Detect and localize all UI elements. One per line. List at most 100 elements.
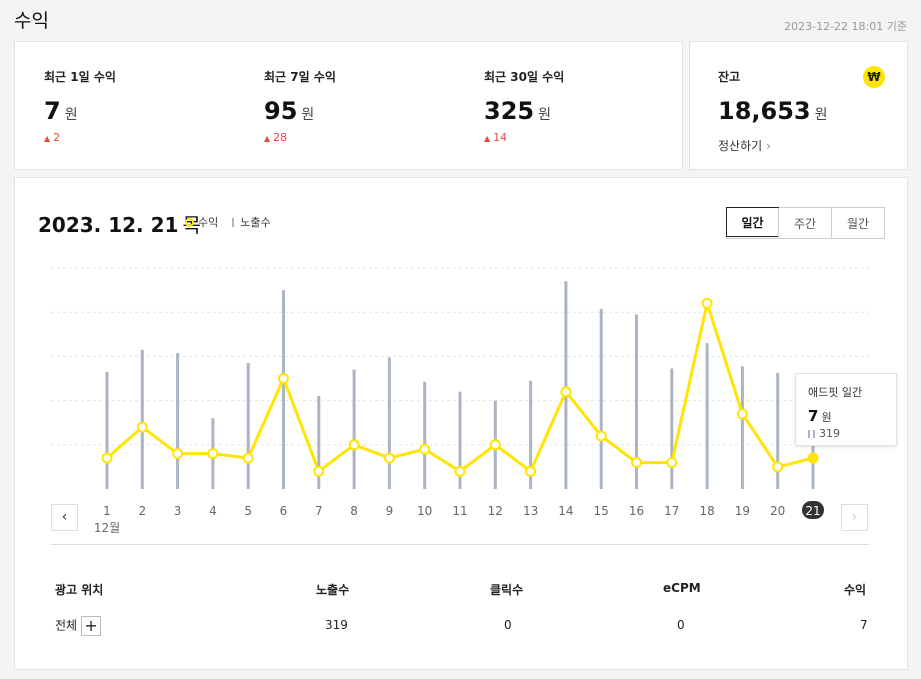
bar-chart-icon [808,430,815,438]
balance-value: 18,653 원 [718,97,828,125]
legend-circle-icon [185,217,194,227]
x-tick-label: 1 [103,504,111,518]
x-tick-label: 17 [664,504,679,518]
chevron-right-icon: › [766,139,771,153]
next-period-button[interactable]: › [841,504,868,531]
x-tick-label: 16 [629,504,644,518]
stat-7day: 최근 7일 수익 95 원 ▲ 28 [264,68,336,144]
stat-number: 95 [264,97,298,125]
stat-unit: 원 [538,107,551,123]
stat-delta: ▲ 14 [484,131,564,144]
stat-label: 최근 7일 수익 [264,70,336,84]
revenue-point [207,448,219,460]
period-tabs: 일간 주간 월간 [726,207,885,239]
revenue-point [631,456,642,468]
table-header-impressions: 노출수 [316,583,350,597]
x-tick-label: 3 [174,504,182,518]
revenue-point [807,452,819,464]
revenue-point [101,452,113,464]
revenue-point [454,465,466,477]
x-tick-label: 21 [805,504,820,518]
stat-unit: 원 [64,107,78,123]
revenue-point [348,439,360,451]
x-tick-label: 11 [452,504,467,518]
updated-timestamp: 2023-12-22 18:01 기준 [784,20,907,33]
settle-label: 정산하기 [718,139,763,153]
selected-day-pill [802,501,824,519]
stat-label: 최근 1일 수익 [44,70,116,84]
x-tick-label: 19 [735,504,750,518]
x-tick-label: 12 [488,504,503,518]
stat-value: 95 원 [264,97,336,125]
tab-weekly[interactable]: 주간 [778,208,831,238]
x-month-label: 12월 [94,521,120,535]
balance-label: 잔고 [718,70,741,84]
chart-date: 2023. 12. 21 [38,213,179,237]
balance-number: 18,653 [718,97,811,125]
triangle-up-icon: ▲ [44,134,51,143]
tooltip-unit: 원 [821,411,832,424]
triangle-up-icon: ▲ [264,134,271,143]
row-revenue: 7 [860,618,868,632]
revenue-point [313,465,325,477]
revenue-point [242,452,254,464]
settle-link[interactable]: 정산하기 › [718,137,828,154]
divider [51,544,869,545]
revenue-point [560,386,572,398]
balance-unit: 원 [814,107,828,123]
revenue-point [172,448,184,460]
stat-delta: ▲ 28 [264,131,336,144]
tooltip-impressions: 319 [808,427,884,440]
stat-value: 325 원 [484,97,564,125]
x-tick-label: 8 [350,504,358,518]
x-tick-label: 15 [594,504,609,518]
x-tick-label: 9 [386,504,394,518]
legend-bar-icon [232,217,235,227]
tab-monthly[interactable]: 월간 [831,208,884,238]
row-clicks: 0 [504,618,512,632]
stat-delta-value: 28 [273,131,288,144]
stat-30day: 최근 30일 수익 325 원 ▲ 14 [484,68,564,144]
revenue-point [136,421,148,433]
x-tick-label: 7 [315,504,323,518]
x-tick-label: 20 [770,504,785,518]
revenue-point [525,465,537,477]
stat-label: 최근 30일 수익 [484,70,565,84]
revenue-point [595,430,607,442]
tab-daily[interactable]: 일간 [726,207,779,237]
stat-unit: 원 [301,107,315,123]
x-tick-label: 13 [523,504,538,518]
row-impressions: 319 [325,618,348,632]
row-position: 전체 [55,618,78,633]
revenue-point [278,373,289,384]
x-tick-label: 10 [417,504,432,518]
table-row: 전체 + [55,616,102,636]
revenue-point [701,297,713,309]
x-tick-label: 4 [209,504,217,518]
tooltip-impressions-value: 319 [819,427,840,440]
revenue-point [419,443,431,455]
table-header-clicks: 클릭수 [490,583,524,597]
expand-plus-button[interactable]: + [81,616,102,636]
x-tick-label: 5 [244,504,252,518]
revenue-point [383,452,395,464]
revenue-point [772,461,784,473]
triangle-up-icon: ▲ [484,134,491,143]
x-tick-label: 14 [558,504,573,518]
stat-number: 7 [44,97,61,125]
prev-period-button[interactable]: ‹ [51,504,78,531]
page-title: 수익 [14,10,49,32]
row-ecpm: 0 [677,618,685,632]
balance-card: 잔고 18,653 원 정산하기 › ₩ [689,41,908,170]
stat-number: 325 [484,97,535,125]
won-icon: ₩ [863,66,885,88]
table-header-position: 광고 위치 [55,583,104,597]
stat-delta-value: 14 [493,131,508,144]
table-header-revenue: 수익 [844,583,867,597]
